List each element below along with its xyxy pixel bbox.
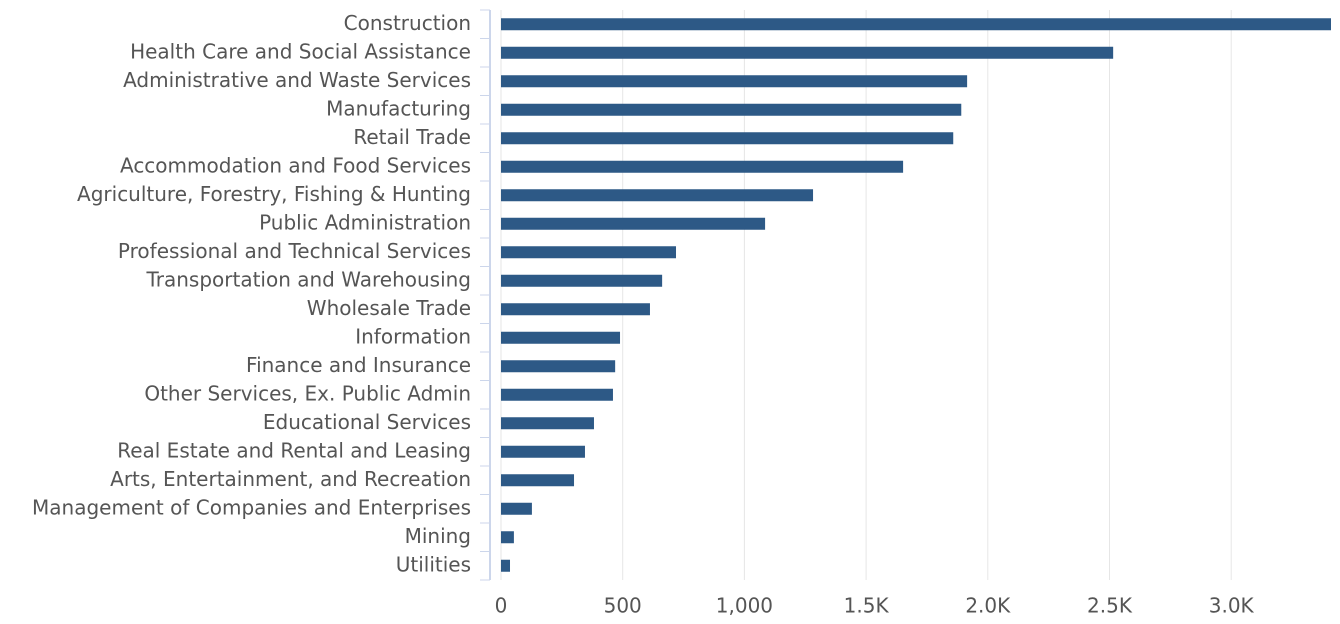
bar — [501, 417, 594, 430]
y-tick-label: Information — [355, 324, 471, 348]
y-tick-label: Arts, Entertainment, and Recreation — [110, 467, 471, 491]
bar — [501, 189, 814, 202]
y-tick-label: Health Care and Social Assistance — [130, 39, 471, 63]
y-tick-label: Management of Companies and Enterprises — [32, 495, 471, 519]
y-tick-label: Administrative and Waste Services — [123, 68, 471, 92]
x-tick-label: 1,000 — [716, 594, 773, 618]
y-tick-label: Utilities — [396, 552, 471, 576]
x-tick-label: 1.5K — [844, 594, 890, 618]
y-tick-label: Mining — [405, 524, 471, 548]
bar — [501, 274, 663, 287]
x-tick-label: 500 — [604, 594, 642, 618]
bar — [501, 303, 650, 316]
y-tick-label: Construction — [344, 11, 471, 35]
y-tick-label: Public Administration — [259, 210, 471, 234]
y-tick-label: Real Estate and Rental and Leasing — [117, 438, 471, 462]
bar — [501, 331, 621, 344]
bar — [501, 474, 575, 487]
bar — [501, 502, 532, 515]
bar — [501, 18, 1331, 31]
y-tick-label: Finance and Insurance — [246, 353, 471, 377]
bar — [501, 445, 585, 458]
bar — [501, 559, 511, 572]
bar — [501, 217, 766, 230]
x-tick-label: 2.5K — [1087, 594, 1133, 618]
y-tick-label: Other Services, Ex. Public Admin — [144, 381, 471, 405]
bar — [501, 531, 514, 544]
y-tick-label: Manufacturing — [326, 96, 471, 120]
bar — [501, 388, 613, 401]
y-tick-label: Accommodation and Food Services — [120, 153, 471, 177]
bar — [501, 103, 962, 116]
y-tick-label: Transportation and Warehousing — [145, 267, 471, 291]
y-tick-label: Retail Trade — [353, 125, 471, 149]
y-tick-label: Educational Services — [263, 410, 471, 434]
y-tick-label: Agriculture, Forestry, Fishing & Hunting — [77, 182, 471, 206]
bar — [501, 75, 968, 88]
y-tick-label: Wholesale Trade — [307, 296, 471, 320]
bar — [501, 46, 1114, 59]
bar — [501, 132, 954, 145]
x-tick-label: 0 — [495, 594, 508, 618]
x-tick-label: 2.0K — [965, 594, 1011, 618]
y-tick-label: Professional and Technical Services — [118, 239, 471, 263]
bar — [501, 360, 616, 373]
x-tick-label: 3.0K — [1209, 594, 1255, 618]
bar — [501, 246, 677, 259]
bar — [501, 160, 904, 173]
